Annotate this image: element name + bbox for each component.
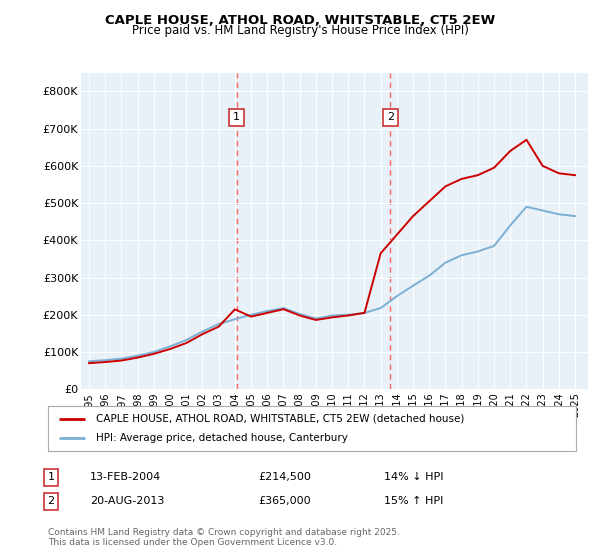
Text: CAPLE HOUSE, ATHOL ROAD, WHITSTABLE, CT5 2EW: CAPLE HOUSE, ATHOL ROAD, WHITSTABLE, CT5…	[105, 14, 495, 27]
Text: Price paid vs. HM Land Registry's House Price Index (HPI): Price paid vs. HM Land Registry's House …	[131, 24, 469, 37]
Text: 14% ↓ HPI: 14% ↓ HPI	[384, 472, 443, 482]
Text: 1: 1	[47, 472, 55, 482]
Text: £214,500: £214,500	[258, 472, 311, 482]
Text: 2: 2	[387, 113, 394, 123]
Text: 20-AUG-2013: 20-AUG-2013	[90, 496, 164, 506]
Text: CAPLE HOUSE, ATHOL ROAD, WHITSTABLE, CT5 2EW (detached house): CAPLE HOUSE, ATHOL ROAD, WHITSTABLE, CT5…	[95, 413, 464, 423]
Text: 2: 2	[47, 496, 55, 506]
Text: HPI: Average price, detached house, Canterbury: HPI: Average price, detached house, Cant…	[95, 433, 347, 444]
Text: Contains HM Land Registry data © Crown copyright and database right 2025.
This d: Contains HM Land Registry data © Crown c…	[48, 528, 400, 547]
Text: 13-FEB-2004: 13-FEB-2004	[90, 472, 161, 482]
Text: 1: 1	[233, 113, 240, 123]
Text: £365,000: £365,000	[258, 496, 311, 506]
Text: 15% ↑ HPI: 15% ↑ HPI	[384, 496, 443, 506]
